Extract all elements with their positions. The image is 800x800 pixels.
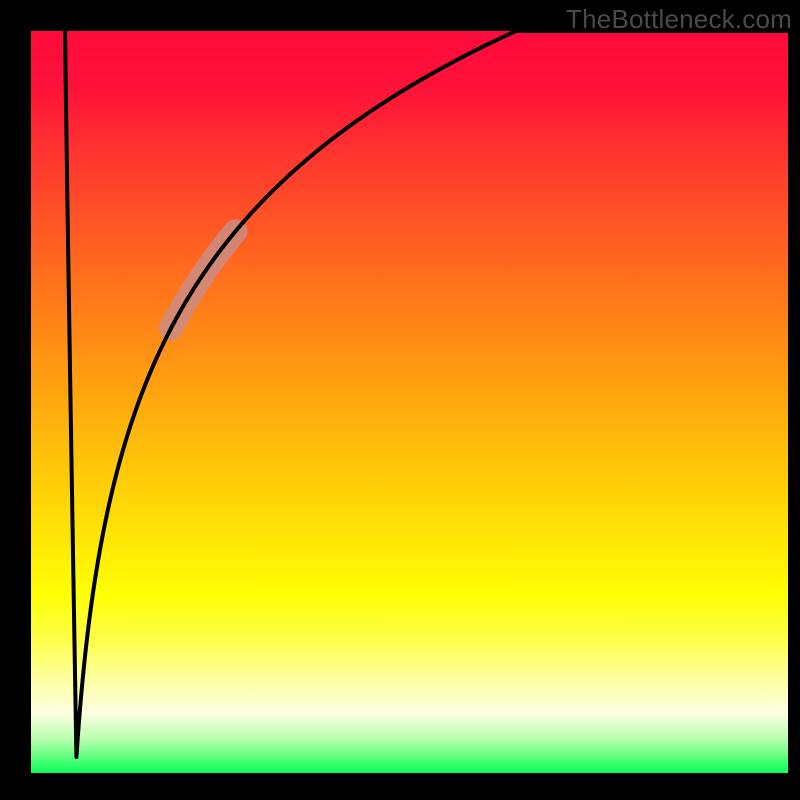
plot-area — [31, 31, 788, 773]
plot-svg — [31, 31, 788, 773]
gradient-background — [31, 31, 788, 773]
chart-frame: TheBottleneck.com — [0, 0, 800, 800]
watermark-text: TheBottleneck.com — [566, 4, 792, 35]
